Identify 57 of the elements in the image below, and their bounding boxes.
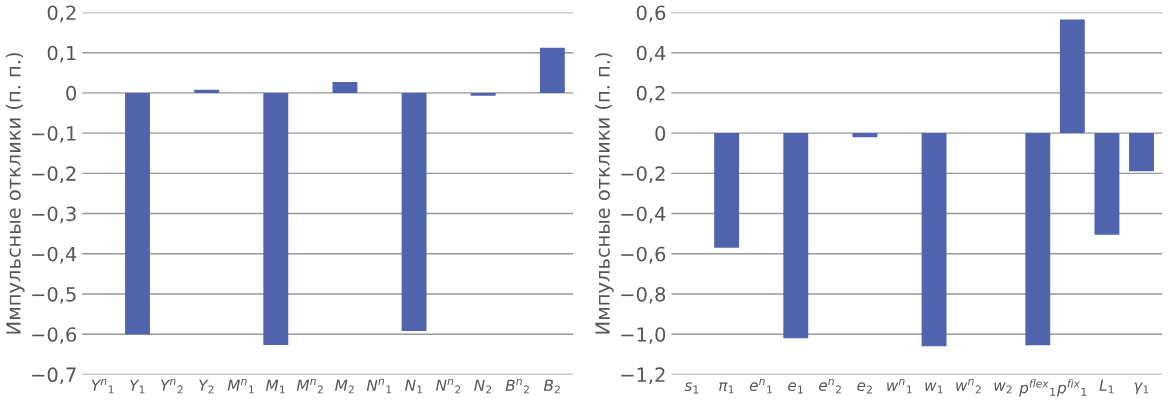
x-tick-label: s$_{1}$ [684, 382, 699, 394]
x-tick-label: L$_{1}$ [1099, 379, 1114, 394]
x-tick-label: e$_{2}$ [857, 382, 872, 394]
y-tick-label: 0,1 [47, 45, 76, 63]
y-axis-title: Импульсные отклики (п. п.) [594, 53, 614, 334]
bar [332, 82, 358, 93]
x-tick-label: Y$^{n}$$_{1}$ [91, 378, 114, 394]
x-tick-label: Y$^{n}$$_{2}$ [160, 378, 183, 394]
x-tick-label: w$_{2}$ [994, 382, 1012, 394]
x-tick-label: N$_{2}$ [474, 379, 492, 394]
x-tick-label: Y$_{2}$ [199, 379, 214, 394]
x-tick-label: e$^{n}$$_{2}$ [818, 378, 841, 394]
x-tick-label: M$^{n}$$_{1}$ [227, 378, 254, 394]
x-tick-label: N$^{n}$$_{2}$ [435, 378, 461, 394]
bar [125, 92, 150, 335]
y-tick-label: −0,2 [621, 166, 665, 183]
x-tick-label: Y$_{1}$ [130, 379, 145, 394]
bar [539, 47, 565, 93]
x-tick-label: γ$_{1}$ [1134, 382, 1149, 394]
bar [263, 92, 289, 346]
y-tick-label: 0 [655, 126, 666, 141]
y-tick-label: −0,4 [621, 206, 666, 224]
bar [401, 92, 427, 331]
y-tick-label: 0 [66, 85, 77, 101]
x-tick-label: M$_{1}$ [265, 379, 285, 394]
x-tick-label: w$^{n}$$_{2}$ [956, 378, 981, 394]
x-tick-label: e$_{1}$ [788, 382, 803, 394]
y-tick-label: 0,4 [636, 45, 666, 63]
y-tick-label: −0,2 [32, 166, 76, 183]
y-tick-label: −0,7 [32, 367, 76, 385]
x-tick-label: e$^{n}$$_{1}$ [749, 378, 772, 394]
bar [470, 92, 496, 96]
y-tick-label: 0,2 [636, 85, 665, 103]
x-tick-label: N$_{1}$ [405, 379, 423, 394]
y-tick-label: −1,0 [621, 327, 666, 344]
y-axis-title: Импульсные отклики (п. п.) [5, 53, 25, 334]
y-tick-label: −0,3 [32, 206, 76, 224]
x-tick-label: w$_{1}$ [925, 382, 943, 394]
y-tick-label: −0,8 [621, 286, 666, 304]
bar [194, 89, 220, 93]
y-tick-label: −0,5 [32, 286, 76, 304]
x-tick-label: M$_{2}$ [335, 379, 354, 394]
x-tick-label: N$^{n}$$_{1}$ [366, 378, 392, 394]
x-tick-label: π$_{1}$ [719, 382, 734, 394]
y-tick-label: −1,2 [621, 367, 665, 385]
x-tick-label: w$^{n}$$_{1}$ [887, 378, 912, 394]
y-tick-label: −0,6 [32, 327, 77, 344]
y-tick-label: −0,1 [32, 126, 76, 143]
y-tick-label: −0,4 [32, 246, 77, 264]
x-tick-label: B$_{2}$ [543, 379, 560, 394]
x-tick-label: M$^{n}$$_{2}$ [296, 378, 323, 394]
x-tick-label: B$^{n}$$_{2}$ [505, 378, 529, 394]
x-tick-label: p$^{flex}$$_{1}$ [1019, 379, 1056, 397]
x-tick-label: p$^{fix}$$_{1}$ [1056, 379, 1087, 397]
y-tick-label: −0,6 [621, 246, 666, 264]
y-tick-label: 0,2 [47, 5, 76, 23]
y-tick-label: 0,6 [636, 5, 666, 23]
